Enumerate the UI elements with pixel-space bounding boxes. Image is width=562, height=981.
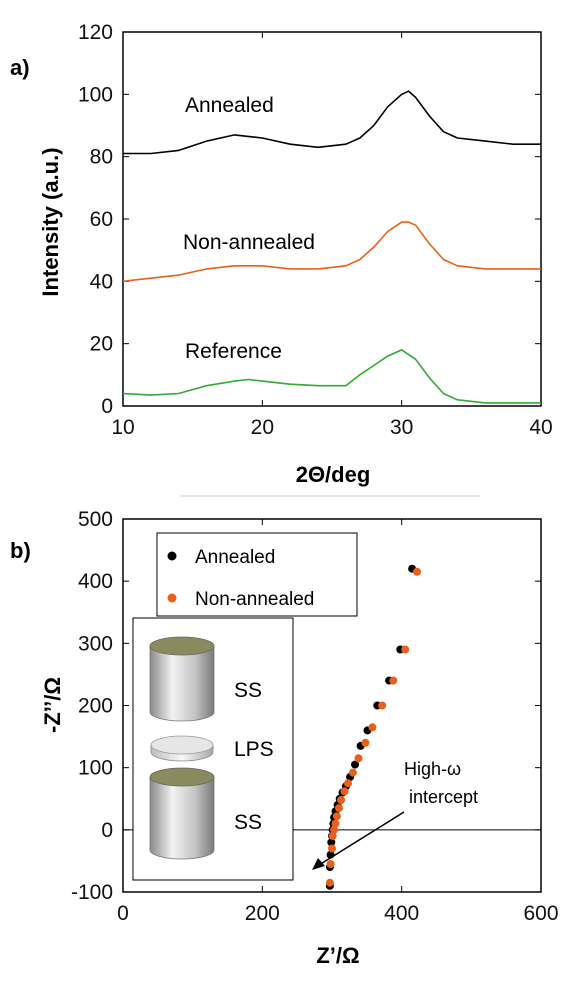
inset-label-lps: LPS	[234, 738, 274, 761]
legend-marker-annealed	[167, 551, 177, 561]
plot-b-x-tick-label: 200	[245, 902, 280, 925]
plot-a-y-tick-label: 60	[90, 208, 113, 231]
plot-b-y-tick-label: 300	[78, 632, 113, 655]
annotation-line-2: intercept	[409, 787, 478, 807]
legend: Annealed Non-annealed	[156, 532, 358, 617]
data-point-non-annealed	[337, 796, 346, 804]
data-point-non-annealed	[328, 844, 336, 853]
plot-b-x-tick-label: 0	[117, 902, 129, 925]
plot-b-y-tick-label: 0	[101, 819, 113, 842]
plot-a-y-tick-label: 120	[78, 21, 113, 44]
annotation-line-1: High-ω	[404, 759, 461, 779]
plot-a-x-tick-label: 20	[251, 416, 274, 439]
top-steel-cylinder	[149, 645, 215, 722]
data-point-non-annealed	[325, 878, 334, 887]
plot-a-y-tick-label: 40	[90, 270, 113, 293]
plot-b-y-tick-label: 200	[78, 695, 113, 718]
data-point-non-annealed	[354, 754, 363, 763]
data-point-non-annealed	[328, 832, 337, 840]
series-line-annealed	[123, 90, 541, 155]
plot-b-y-tick-label: 100	[78, 757, 113, 780]
plot-b-x-tick-label: 400	[384, 902, 419, 925]
inset-label-top-ss: SS	[234, 679, 262, 702]
plot-a-y-tick-label: 80	[90, 146, 113, 169]
annotation-arrow-head	[312, 858, 325, 870]
panel-b-label: b)	[10, 538, 31, 563]
data-point-non-annealed	[332, 812, 341, 821]
data-point-non-annealed	[326, 860, 335, 868]
data-point-non-annealed	[335, 804, 343, 813]
series-label-annealed: Annealed	[185, 94, 274, 117]
data-point-non-annealed	[401, 645, 410, 654]
plot-b-x-tick-label: 600	[523, 902, 558, 925]
plot-b-series	[325, 564, 421, 890]
series-line-reference	[122, 349, 541, 404]
plot-a-xlabel: 2Θ/deg	[296, 462, 371, 487]
data-point-non-annealed	[330, 825, 339, 834]
data-point-non-annealed	[389, 676, 398, 685]
plot-a-x-tick-label: 10	[111, 416, 134, 439]
series-line-non-annealed	[122, 221, 541, 283]
inset-cell-schematic: SS LPS SS	[132, 617, 294, 881]
plot-b-y-tick-label: 500	[78, 508, 113, 531]
legend-label-non-annealed: Non-annealed	[195, 589, 314, 610]
legend-label-annealed: Annealed	[195, 547, 275, 568]
data-point-non-annealed	[340, 787, 349, 796]
data-point-non-annealed	[331, 819, 340, 828]
data-point-non-annealed	[368, 723, 377, 732]
plot-b-y-tick-label: 400	[78, 570, 113, 593]
legend-box	[156, 532, 358, 617]
bottom-steel-cylinder	[149, 776, 215, 860]
plot-a-ylabel: Intensity (a.u.)	[38, 147, 63, 296]
plot-a-series	[122, 90, 541, 404]
plot-a-y-tick-label: 20	[90, 333, 113, 356]
plot-a-y-tick-label: 100	[78, 83, 113, 106]
top-cylinder-face	[149, 636, 215, 656]
legend-marker-non-annealed	[167, 593, 177, 603]
plot-a-x-tick-label: 30	[390, 416, 413, 439]
series-label-reference: Reference	[185, 340, 282, 363]
bottom-cylinder-face	[149, 767, 215, 787]
plot-b-xlabel: Z’/Ω	[316, 943, 359, 968]
plot-b-ylabel: -Z’’/Ω	[40, 677, 65, 733]
data-point-annealed	[327, 838, 336, 847]
plot-a-ticks: 10 20 30 40 0 20 40 60 80 100 120	[78, 21, 553, 439]
plot-a-x-tick-label: 40	[529, 416, 552, 439]
data-point-non-annealed	[378, 701, 387, 710]
data-point-annealed	[351, 760, 359, 769]
inset-label-bottom-ss: SS	[234, 811, 262, 834]
data-point-non-annealed	[344, 779, 352, 788]
panel-a: a) 10 20 30 40 0 20 40 60 80 100 120 Annealed Non-…	[10, 21, 553, 487]
lps-pellet-face	[150, 735, 214, 755]
series-label-non-annealed: Non-annealed	[183, 231, 315, 254]
annotation-arrow-shaft	[318, 811, 405, 866]
data-point-non-annealed	[348, 768, 357, 777]
data-point-non-annealed	[413, 567, 421, 576]
plot-b-y-tick-label: -100	[71, 881, 113, 904]
data-point-non-annealed	[361, 738, 370, 747]
plot-a-y-tick-label: 0	[101, 395, 113, 418]
panel-a-label: a)	[10, 55, 30, 80]
